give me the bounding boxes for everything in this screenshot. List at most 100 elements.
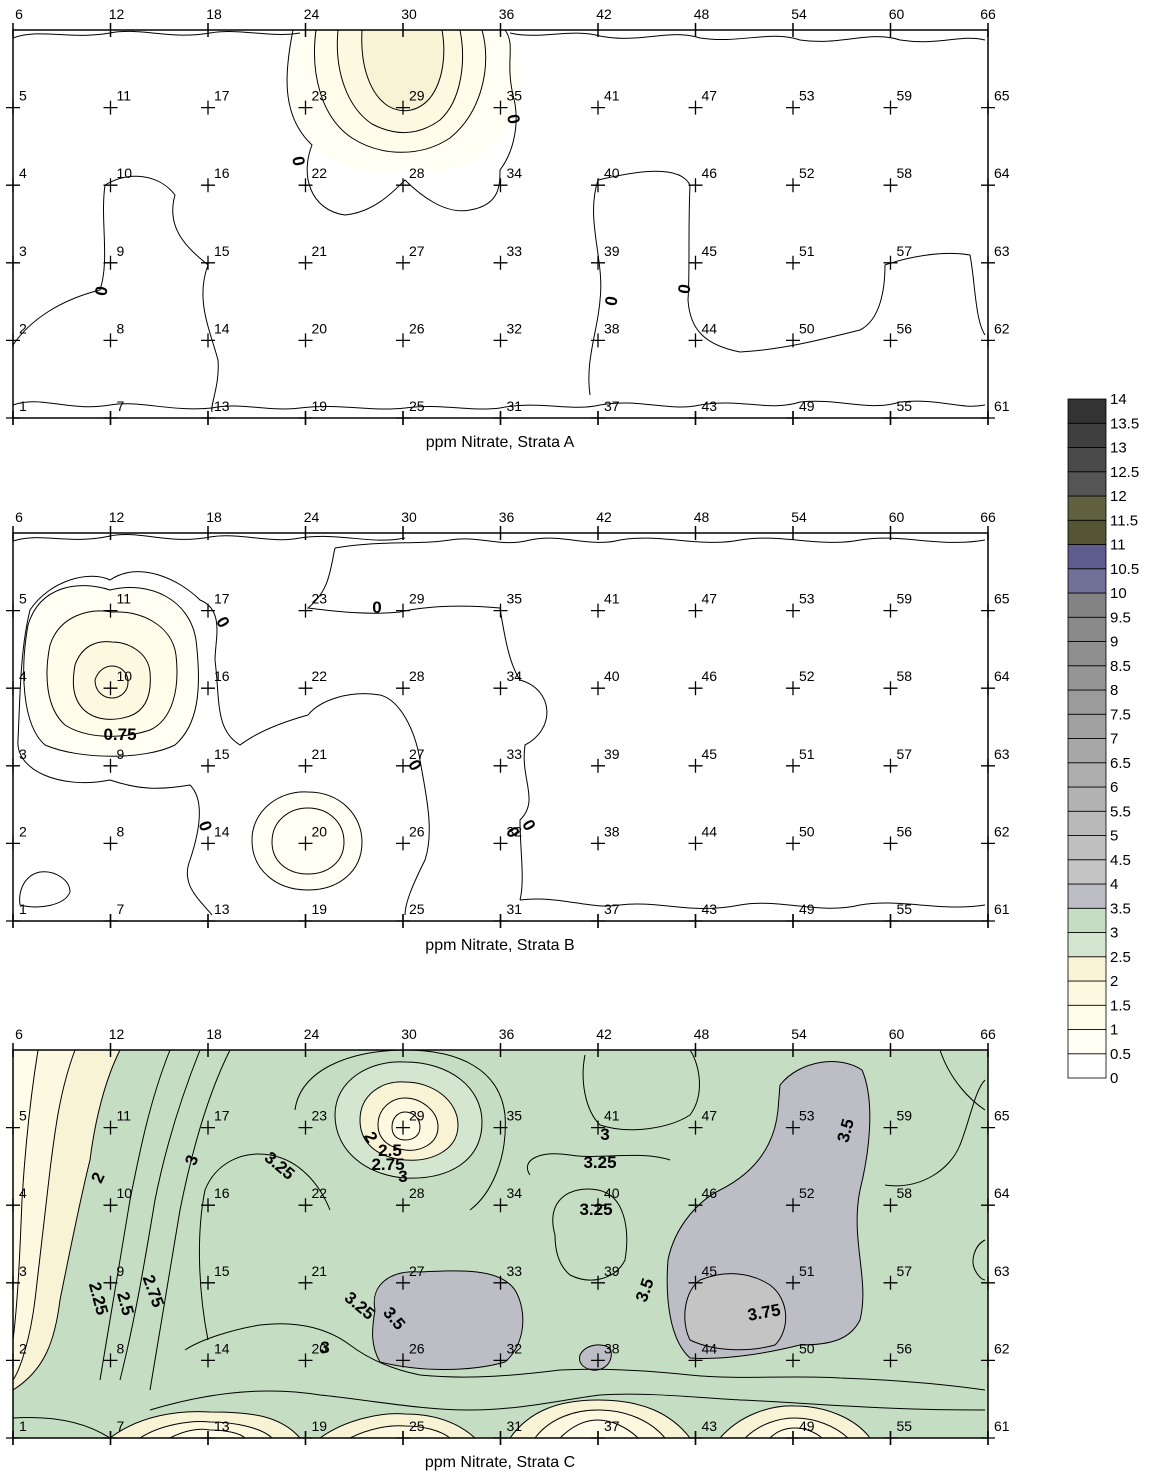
- station-marker: [493, 100, 508, 115]
- station-label: 56: [897, 320, 913, 336]
- station-marker: [298, 603, 313, 618]
- contour-line-c-26: [372, 1270, 524, 1370]
- legend-level-label: 1.5: [1110, 997, 1131, 1014]
- contour-line-a-8: [211, 405, 501, 410]
- contour-line-c-22: [334, 1061, 483, 1179]
- station-label: 40: [604, 1185, 620, 1201]
- top-station-label: 60: [889, 509, 905, 525]
- top-station-label: 30: [401, 1026, 417, 1042]
- station-marker: [883, 1431, 898, 1445]
- station-label: 58: [897, 668, 913, 684]
- station-label: 35: [507, 88, 523, 104]
- station-marker: [688, 1353, 703, 1368]
- station-label: 40: [604, 668, 620, 684]
- station-label: 26: [409, 1340, 425, 1356]
- station-marker: [396, 681, 410, 696]
- station-marker: [396, 758, 410, 773]
- station-label: 22: [312, 1185, 328, 1201]
- station-marker: [298, 836, 313, 851]
- station-marker: [981, 1198, 995, 1213]
- station-marker: [591, 758, 605, 773]
- station-marker: [786, 836, 800, 851]
- station-label: 51: [799, 746, 815, 762]
- top-station-label: 18: [206, 6, 222, 22]
- station-label: 7: [117, 1418, 125, 1434]
- station-label: 7: [117, 398, 125, 414]
- station-label: 11: [117, 1108, 132, 1124]
- station-marker: [786, 333, 800, 348]
- station-label: 47: [702, 1108, 718, 1124]
- station-marker: [688, 914, 703, 928]
- station-label: 21: [312, 1263, 328, 1279]
- station-marker: [6, 1431, 20, 1445]
- station-label: 65: [994, 1108, 1010, 1124]
- station-marker: [688, 681, 703, 696]
- station-marker: [688, 758, 703, 773]
- fill-region-c-21: [770, 1428, 822, 1438]
- station-label: 10: [117, 1185, 133, 1201]
- station-marker: [493, 1198, 508, 1213]
- station-marker: [786, 1431, 800, 1445]
- legend-level-label: 2.5: [1110, 949, 1131, 966]
- top-station-label: 48: [694, 6, 710, 22]
- station-label: 43: [702, 398, 718, 414]
- station-marker: [786, 758, 800, 773]
- station-label: 2: [19, 1340, 27, 1356]
- contour-value-label: 3: [600, 1125, 609, 1144]
- station-label: 23: [312, 1108, 328, 1124]
- station-label: 63: [994, 243, 1010, 259]
- legend-level-label: 10: [1110, 585, 1127, 602]
- contour-line-b-0: [12, 534, 406, 542]
- fill-region-c-2: [13, 1050, 38, 1340]
- station-label: 3: [19, 1263, 27, 1279]
- station-marker: [981, 603, 995, 618]
- station-label: 33: [507, 243, 523, 259]
- station-label: 16: [214, 1185, 230, 1201]
- station-marker: [201, 1275, 215, 1290]
- legend-level-label: 6: [1110, 779, 1118, 796]
- station-label: 47: [702, 591, 718, 607]
- station-marker: [591, 836, 605, 851]
- station-label: 28: [409, 1185, 425, 1201]
- station-label: 34: [507, 668, 523, 684]
- station-marker: [201, 914, 215, 928]
- station-marker: [103, 411, 118, 425]
- station-label: 53: [799, 88, 815, 104]
- station-marker: [591, 100, 605, 115]
- station-label: 49: [799, 1418, 815, 1434]
- station-label: 65: [994, 88, 1010, 104]
- station-label: 19: [312, 398, 328, 414]
- station-label: 25: [409, 901, 425, 917]
- station-marker: [6, 1120, 20, 1135]
- station-label: 46: [702, 1185, 718, 1201]
- contour-line-c-8: [12, 1416, 111, 1439]
- panel-b-station-grid: 6123451278910111813141516172419202122233…: [6, 509, 1010, 928]
- station-marker: [493, 1275, 508, 1290]
- contour-line-b-2: [306, 547, 548, 901]
- station-label: 5: [19, 1108, 27, 1124]
- station-label: 16: [214, 668, 230, 684]
- top-station-label: 30: [401, 509, 417, 525]
- contour-line-c-19: [769, 1427, 823, 1439]
- fill-region-a-3: [361, 30, 444, 111]
- legend-level-label: 12: [1110, 488, 1127, 505]
- station-marker: [883, 758, 898, 773]
- station-marker: [591, 178, 605, 193]
- station-label: 35: [507, 591, 523, 607]
- top-station-label: 6: [15, 6, 23, 22]
- legend-swatch: [1067, 980, 1107, 1006]
- station-marker: [883, 1275, 898, 1290]
- contour-value-label: 0: [91, 285, 111, 298]
- station-marker: [103, 178, 118, 193]
- station-marker: [493, 333, 508, 348]
- legend-swatch: [1067, 471, 1107, 497]
- contour-line-c-24: [377, 1097, 439, 1151]
- contour-line-b-3: [519, 898, 986, 910]
- station-marker: [981, 1353, 995, 1368]
- station-label: 57: [897, 746, 913, 762]
- station-marker: [396, 1275, 410, 1290]
- station-label: 38: [604, 823, 620, 839]
- contour-line-b-11: [251, 791, 363, 891]
- station-label: 17: [214, 591, 230, 607]
- legend-level-label: 1: [1110, 1022, 1118, 1039]
